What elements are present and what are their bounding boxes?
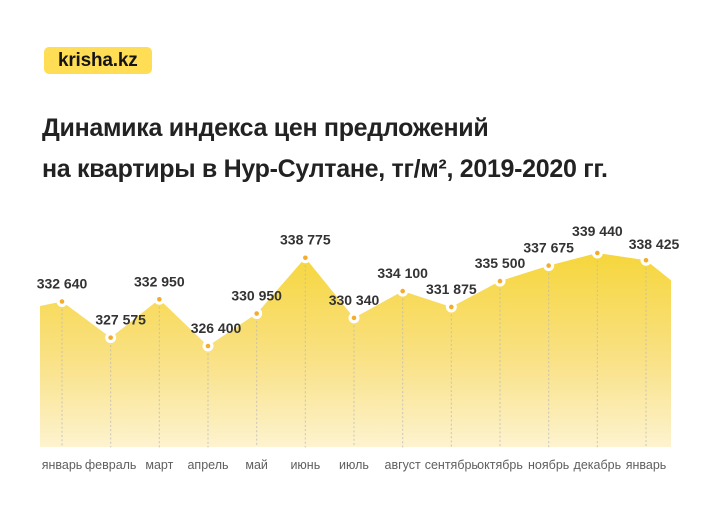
data-point-dot	[497, 278, 503, 284]
data-point-label: 327 575	[95, 312, 146, 328]
data-point-label: 334 100	[377, 265, 428, 281]
data-point-label: 330 950	[231, 288, 282, 304]
x-axis-label: август	[385, 458, 422, 472]
data-point-label: 332 640	[37, 275, 88, 291]
x-axis-label: июнь	[290, 458, 320, 472]
data-point-dot	[303, 255, 308, 261]
data-point-label: 331 875	[426, 281, 477, 297]
x-axis-label: октябрь	[477, 458, 523, 472]
x-axis-label: декабрь	[574, 458, 622, 472]
data-point-dot	[254, 311, 259, 316]
data-point-label: 338 425	[629, 236, 680, 252]
x-axis-label: июль	[339, 458, 369, 472]
data-point-dot	[108, 335, 113, 340]
data-point-label: 337 675	[523, 240, 574, 256]
chart-title-line1: Динамика индекса цен предложений	[42, 114, 489, 142]
data-point-label: 335 500	[475, 255, 526, 271]
x-axis-label: ноябрь	[528, 458, 569, 472]
data-point-dot	[449, 304, 454, 310]
chart-title: Динамика индекса цен предложений на квар…	[42, 108, 608, 190]
data-point-dot	[400, 288, 405, 294]
data-point-dot	[643, 257, 649, 263]
x-axis-label: апрель	[187, 458, 228, 472]
data-point-dot	[546, 263, 551, 268]
x-axis-label: январь	[42, 458, 83, 472]
data-point-label: 332 950	[134, 273, 185, 289]
x-axis-label: январь	[626, 458, 667, 472]
x-axis-label: февраль	[85, 458, 137, 472]
x-axis-label: март	[145, 458, 173, 472]
brand-logo[interactable]: krisha.kz	[44, 47, 152, 74]
data-point-label: 330 340	[329, 292, 380, 308]
data-point-dot	[205, 343, 211, 349]
data-point-label: 339 440	[572, 223, 623, 239]
price-area-shape	[40, 253, 671, 447]
data-point-dot	[595, 250, 600, 256]
brand-logo-text: krisha.kz	[58, 49, 138, 71]
x-axis-label: май	[245, 458, 268, 472]
data-point-dot	[351, 315, 357, 321]
x-axis-label: сентябрь	[425, 458, 478, 472]
data-point-label: 338 775	[280, 232, 331, 248]
data-point-label: 326 400	[191, 320, 242, 336]
chart-title-line2: на квартиры в Нур-Султане, тг/м², 2019-2…	[42, 155, 608, 183]
data-point-dot	[157, 296, 162, 302]
data-point-dot	[59, 299, 65, 304]
